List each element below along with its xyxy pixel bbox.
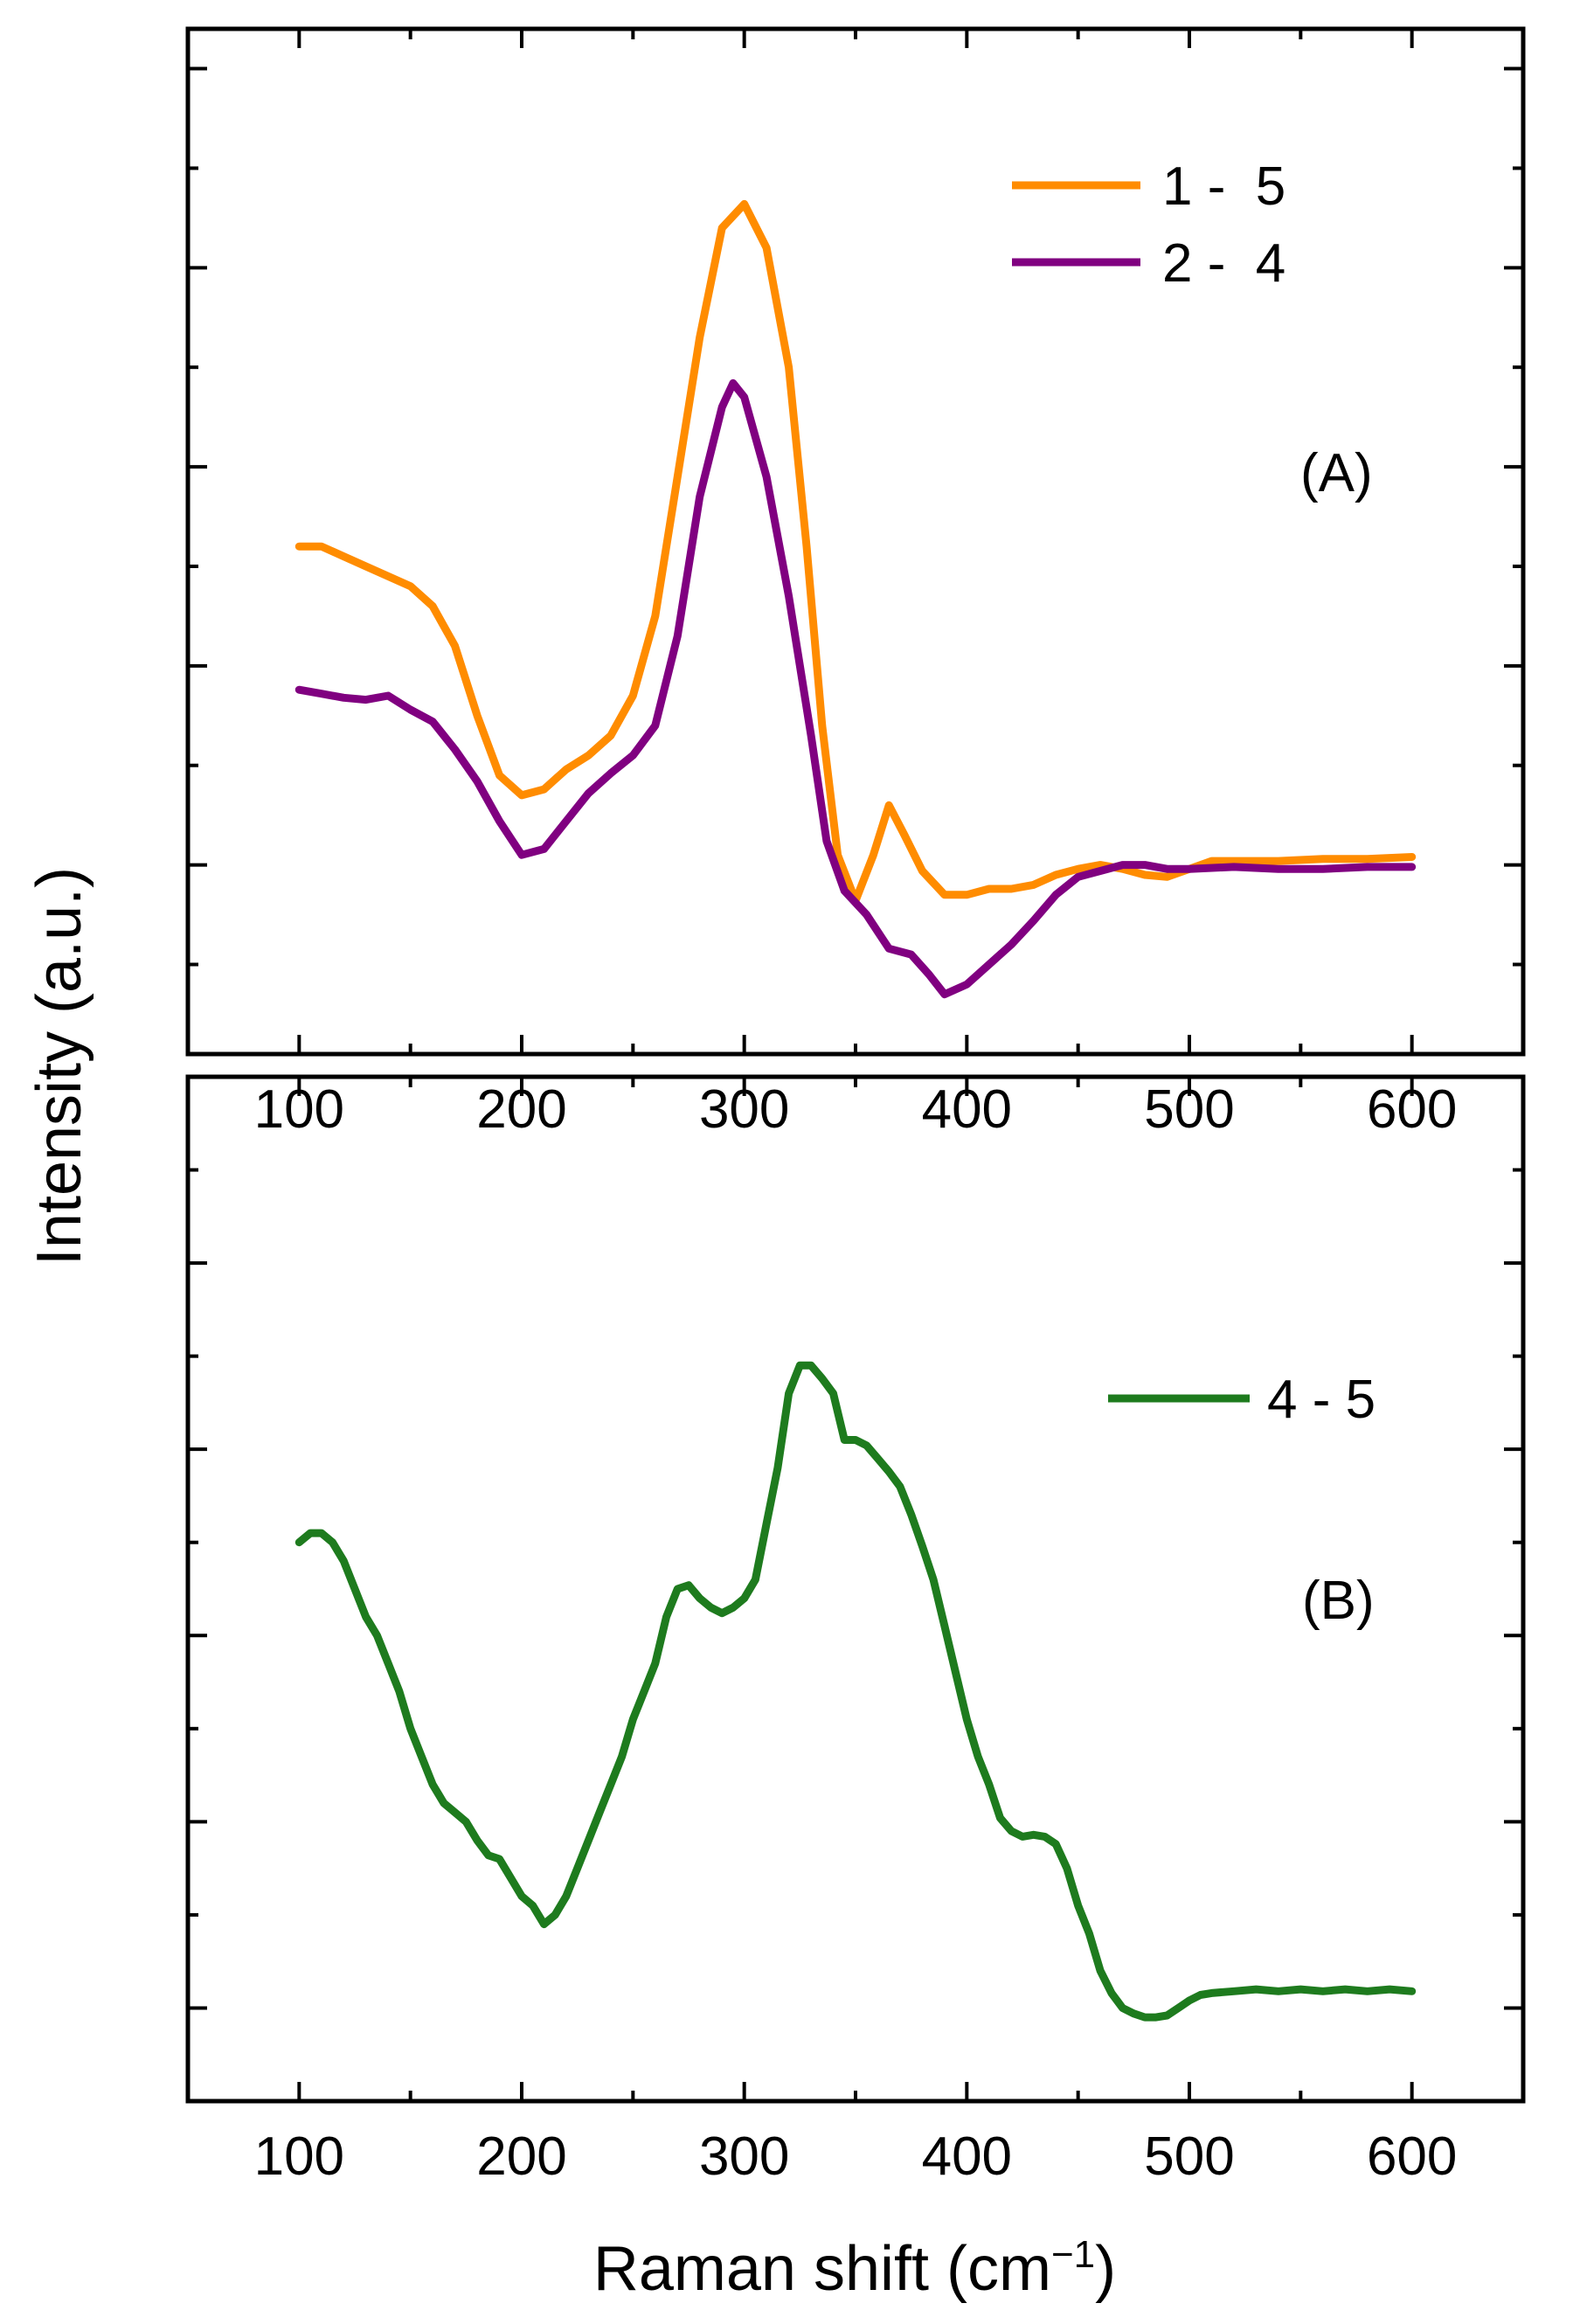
legend-label-2-4: 2 - 4 [1162, 233, 1285, 294]
legend-label-4-5: 4 - 5 [1267, 1370, 1376, 1430]
panel-a-label: (A) [1300, 443, 1373, 503]
series-line-s24 [295, 378, 1417, 999]
panel-b: 100 200 300 400 500 600 4 - 5 (B) [185, 1074, 1526, 2187]
panel-b-legend: 4 - 5 [1108, 1370, 1376, 1430]
x-tick-label: 400 [922, 2126, 1012, 2187]
panel-a-series [295, 199, 1417, 999]
x-tick-label: 100 [254, 2126, 344, 2187]
series-line-s15 [295, 199, 1417, 905]
panel-b-tick-labels: 100 200 300 400 500 600 [254, 2126, 1458, 2187]
x-axis-title-sup: −1 [1051, 2233, 1095, 2276]
panel-a-legend: 1 - 5 2 - 4 [1012, 156, 1285, 294]
series-line-s45 [295, 1361, 1417, 2022]
panel-b-ticks [186, 1075, 1525, 2103]
x-axis-title-main: Raman shift (cm [593, 2234, 1051, 2304]
legend-label-1-5: 1 - 5 [1162, 156, 1285, 217]
panel-b-label: (B) [1302, 1571, 1375, 1631]
panel-a-ticks [186, 29, 1525, 1054]
x-tick-label: 200 [476, 2126, 566, 2187]
x-axis-title: Raman shift (cm−1) [593, 2233, 1116, 2304]
x-tick-label: 600 [1367, 2126, 1457, 2187]
panel-b-series [295, 1361, 1417, 2022]
x-axis-title-close: ) [1095, 2234, 1116, 2304]
y-axis-title: Intensity (a.u.) [24, 867, 94, 1266]
x-tick-label: 500 [1144, 2126, 1234, 2187]
panel-a: 100 200 300 400 500 600 1 - 5 2 - 4 (A) [185, 26, 1526, 1140]
x-tick-label: 300 [699, 2126, 789, 2187]
